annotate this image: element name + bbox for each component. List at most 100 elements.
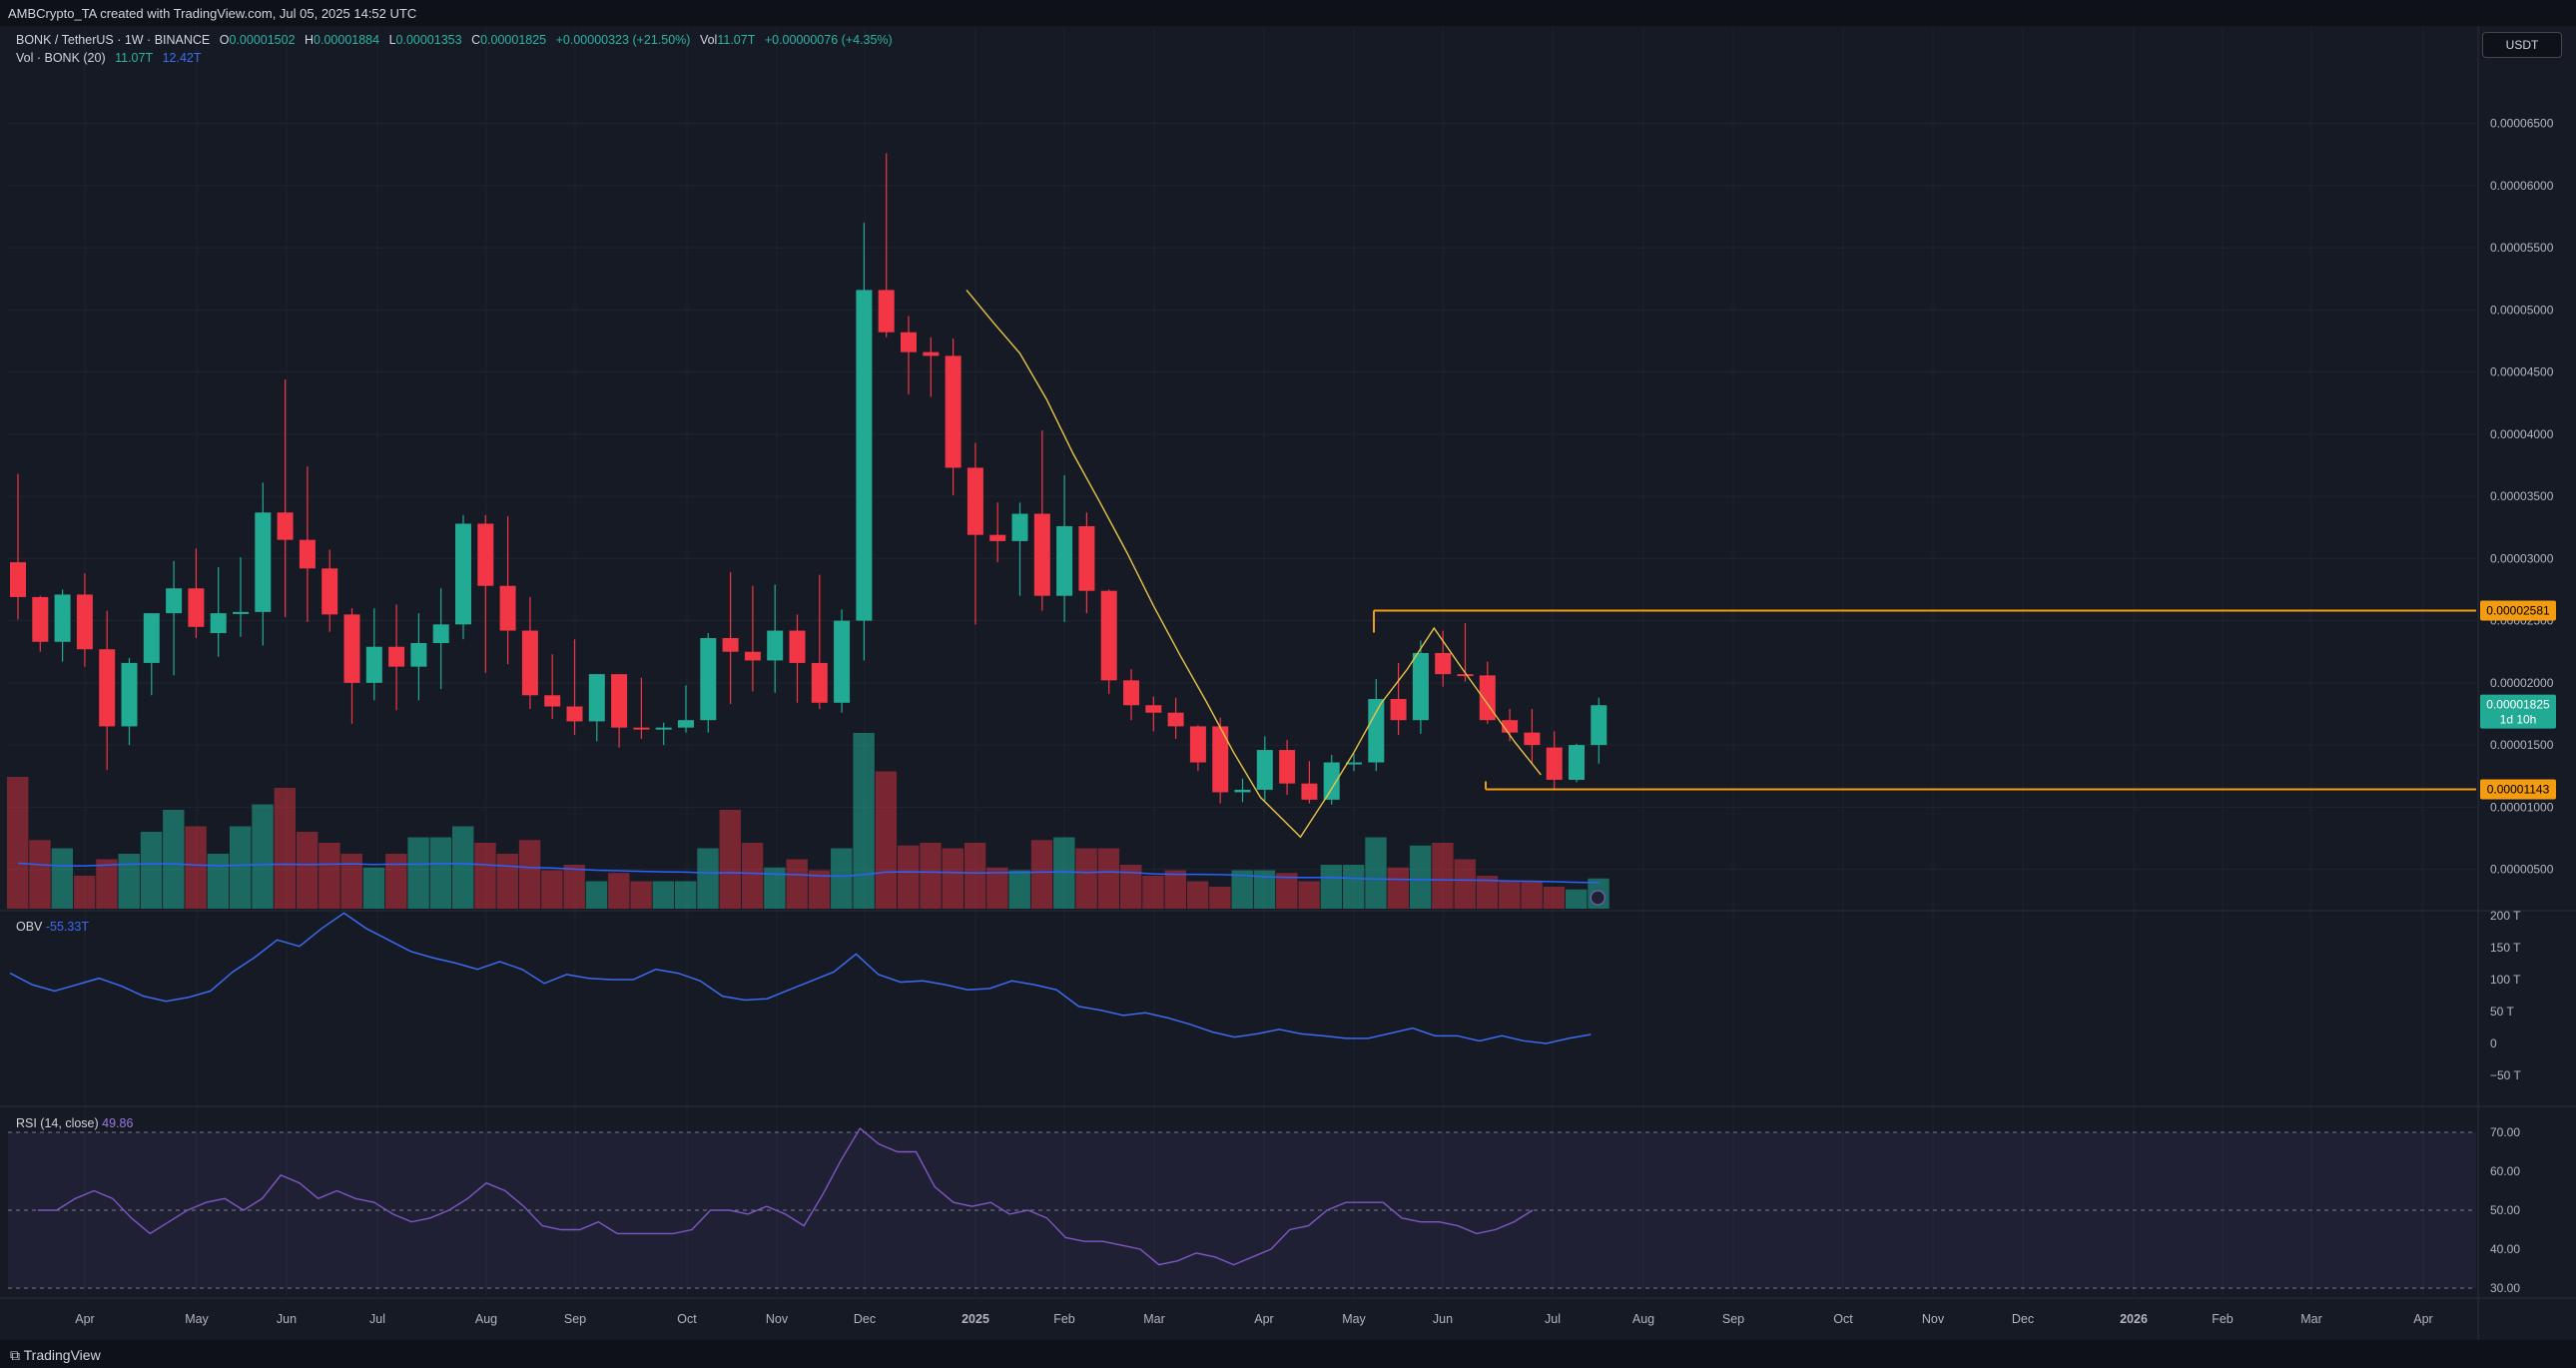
candle-body <box>233 611 249 614</box>
volume-bar <box>1186 881 1209 909</box>
time-tick-label: Jul <box>1545 1312 1561 1326</box>
candle-body <box>388 646 405 667</box>
time-tick-label: 2025 <box>962 1312 989 1326</box>
candle-body <box>611 674 628 728</box>
volume-bar <box>29 840 51 909</box>
obv-line <box>9 912 1592 1044</box>
candle-body <box>1591 705 1608 746</box>
time-tick-label: Jul <box>369 1312 385 1326</box>
obv-tick-label: 0 <box>2490 1036 2497 1050</box>
time-tick-label: May <box>185 1312 209 1326</box>
volume-bar <box>1075 848 1097 909</box>
drawing-pattern-line[interactable] <box>966 289 1542 839</box>
volume-bars <box>7 733 1610 909</box>
current-price-tag-text: 1d 10h <box>2500 713 2537 727</box>
time-tick-label: 2026 <box>2120 1312 2148 1326</box>
time-tick-label: Apr <box>2413 1312 2432 1326</box>
time-tick-label: Sep <box>1722 1312 1744 1326</box>
candle-body <box>700 638 717 721</box>
volume-bar <box>853 733 875 909</box>
candle-body <box>678 720 694 728</box>
time-tick-label: Oct <box>1833 1312 1853 1326</box>
volume-bar <box>1209 887 1231 909</box>
obv-legend[interactable]: OBV -55.33T <box>16 920 89 934</box>
current-price-tag <box>2480 694 2556 729</box>
time-tick-label: Oct <box>677 1312 697 1326</box>
volume-bar <box>1343 865 1365 909</box>
price-tick-label: 0.00003500 <box>2490 489 2554 503</box>
volume-bar <box>96 859 118 909</box>
candle-body <box>544 695 561 707</box>
price-tick-label: 0.00006500 <box>2490 117 2554 131</box>
candle-body <box>878 290 895 333</box>
close-value: 0.00001825 <box>480 33 547 47</box>
time-tick-label: Dec <box>854 1312 876 1326</box>
rsi-tick-label: 70.00 <box>2490 1125 2520 1139</box>
volume-bar <box>1499 881 1521 909</box>
obv-label[interactable]: OBV <box>16 920 43 934</box>
candle-body <box>410 642 427 667</box>
volume-bar <box>630 881 652 909</box>
time-tick-label: Aug <box>1632 1312 1654 1326</box>
candle-body <box>365 646 382 683</box>
candle-body <box>54 594 71 642</box>
price-levels[interactable] <box>1373 609 2476 791</box>
volume-bar <box>786 859 808 909</box>
volume-bar <box>1030 840 1053 909</box>
vol-value: 11.07T <box>717 33 756 47</box>
candle-body <box>1569 745 1585 780</box>
volume-study-name[interactable]: Vol · BONK (20) <box>16 51 106 65</box>
volume-bar <box>563 865 585 909</box>
candle-body <box>923 351 940 356</box>
candle-body <box>633 727 650 730</box>
volume-bar <box>719 810 741 909</box>
volume-bar <box>1231 870 1253 909</box>
volume-ma-path <box>17 862 1600 884</box>
candle-body <box>989 534 1006 541</box>
time-tick-label: Apr <box>1254 1312 1273 1326</box>
volume-bar <box>1454 859 1476 909</box>
volume-bar <box>1521 881 1543 909</box>
time-tick-label: Jun <box>1433 1312 1453 1326</box>
high-label: H <box>305 33 315 47</box>
candles[interactable] <box>10 153 1608 805</box>
symbol-name[interactable]: BONK / TetherUS · 1W · BINANCE <box>16 33 211 47</box>
candle-body <box>343 614 360 683</box>
low-value: 0.00001353 <box>395 33 462 47</box>
rsi-tick-label: 60.00 <box>2490 1164 2520 1178</box>
symbol-legend[interactable]: BONK / TetherUS · 1W · BINANCE O0.000015… <box>16 33 899 47</box>
volume-legend[interactable]: Vol · BONK (20) 11.07T 12.42T <box>16 51 208 65</box>
candle-body <box>99 649 116 727</box>
candle-body <box>10 562 26 597</box>
candle-body <box>1457 674 1474 677</box>
volume-bar <box>1365 837 1387 909</box>
alert-badge-icon <box>1590 890 1606 906</box>
rsi-legend[interactable]: RSI (14, close) 49.86 <box>16 1116 133 1130</box>
volume-bar <box>163 810 185 909</box>
time-tick-label: Feb <box>2212 1312 2234 1326</box>
change-value: +0.00000323 (+21.50%) <box>555 33 691 47</box>
time-tick-label: Nov <box>766 1312 789 1326</box>
candle-body <box>455 523 471 625</box>
currency-button[interactable]: USDT <box>2482 32 2562 58</box>
time-tick-label: Jun <box>277 1312 297 1326</box>
volume-bar <box>1543 887 1566 909</box>
rsi-label[interactable]: RSI (14, close) <box>16 1116 99 1130</box>
vol-change: +0.00000076 (+4.35%) <box>764 33 893 47</box>
candle-body <box>76 594 93 650</box>
high-value: 0.00001884 <box>314 33 380 47</box>
volume-bar <box>51 848 73 909</box>
volume-bar <box>1097 848 1120 909</box>
candle-body <box>856 290 873 621</box>
volume-ma-line <box>17 862 1600 884</box>
candle-body <box>1212 726 1229 793</box>
candle-body <box>655 727 672 730</box>
volume-bar <box>362 867 385 909</box>
price-tick-label: 0.00001000 <box>2490 800 2554 814</box>
candle-body <box>143 613 160 663</box>
volume-bar <box>185 826 207 909</box>
close-label: C <box>471 33 481 47</box>
volume-bar <box>429 837 452 909</box>
volume-bar <box>1253 870 1276 909</box>
